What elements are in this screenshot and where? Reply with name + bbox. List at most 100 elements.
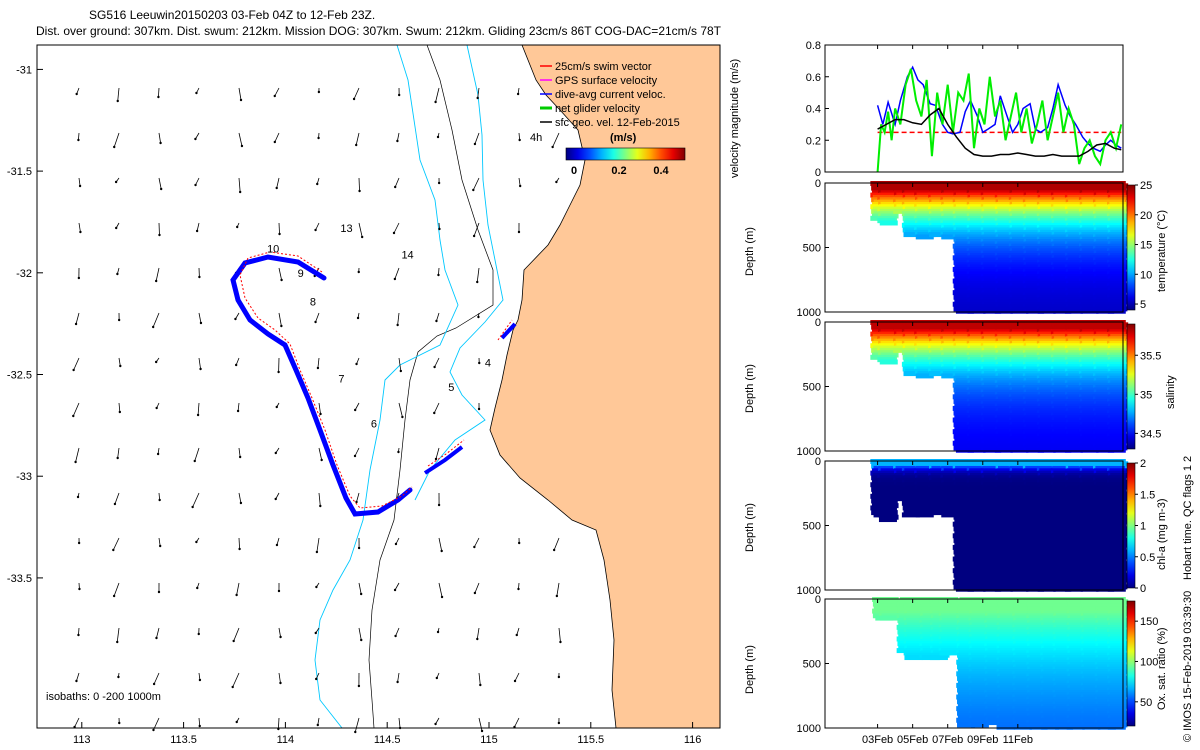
- velocity-arrow-head: [472, 188, 475, 192]
- velocity-arrow-head: [397, 93, 401, 97]
- section-panel-temperature: 0 500 1000 25 20 15 10 5: [797, 178, 1153, 319]
- velocity-arrow-head: [557, 721, 561, 725]
- velocity-arrow: [358, 627, 362, 641]
- velocity-arrow: [274, 87, 280, 97]
- velocity-arrow-head: [440, 549, 443, 553]
- day-label: 6: [371, 418, 377, 430]
- section-ytick-label: 1000: [797, 723, 821, 735]
- velocity-arrow-head: [199, 367, 202, 371]
- colorbar-tick-label: 10: [1140, 269, 1152, 281]
- map-velocity-colorbar: [565, 147, 686, 161]
- section-sample: [1064, 308, 1083, 314]
- velocity-arrow: [354, 717, 360, 733]
- velocity-arrow-head: [394, 542, 398, 546]
- svg-text:sfc geo. vel. 12-Feb-2015: sfc geo. vel. 12-Feb-2015: [555, 117, 680, 129]
- velocity-arrow-head: [277, 589, 281, 593]
- velocity-arrow-head: [195, 229, 199, 233]
- velocity-arrow: [158, 87, 160, 98]
- glider-track-nearshore: [500, 322, 517, 340]
- velocity-arrow-head: [434, 722, 437, 726]
- velocity-arrow-head: [551, 145, 554, 149]
- velocity-arrow-head: [433, 411, 436, 415]
- map-y-ticks: -31 -31.5 -32 -32.5 -33 -33.5: [7, 64, 43, 585]
- velocity-arrow-head: [393, 277, 397, 281]
- colorbar-tick-label: 0: [1140, 583, 1146, 595]
- velocity-arrow: [156, 627, 160, 639]
- section-sample: [878, 517, 897, 523]
- chl-cbar-label: chl-a (mg m-3): [1156, 498, 1168, 570]
- velocity-arrow-head: [314, 631, 317, 635]
- velocity-ytick-label: 0.2: [806, 135, 821, 147]
- colorbar-tick-label: 34.5: [1140, 428, 1161, 440]
- velocity-arrow-head: [436, 630, 440, 634]
- section-sample: [939, 650, 958, 656]
- map-y-tick-label: -33: [16, 471, 32, 483]
- velocity-arrow-head: [355, 362, 358, 366]
- section-sample: [1064, 586, 1083, 592]
- velocity-arrow-head: [194, 183, 197, 187]
- velocity-arrow: [472, 177, 480, 191]
- colorbar-tick-1: 0.2: [611, 165, 626, 177]
- section-colorbar: [1126, 462, 1136, 589]
- colorbar-unit: (m/s): [610, 132, 637, 144]
- colorbar-tick-label: 20: [1140, 210, 1152, 222]
- velocity-arrow-head: [438, 227, 441, 231]
- velocity-arrow-head: [473, 142, 477, 146]
- velocity-arrow: [158, 132, 161, 144]
- colorbar-tick-label: 35.5: [1140, 350, 1161, 362]
- velocity-arrow: [278, 222, 280, 235]
- section-sample: [879, 615, 898, 621]
- salinity-cbar-label: salinity: [1165, 375, 1177, 409]
- velocity-arrow: [278, 312, 282, 327]
- day-label: 14: [401, 250, 413, 262]
- svg-text:25cm/s swim vector: 25cm/s swim vector: [555, 61, 652, 73]
- velocity-arrow-head: [159, 187, 163, 191]
- velocity-arrow: [74, 717, 80, 728]
- velocity-arrow: [232, 672, 240, 688]
- colorbar-tick-label: 5: [1140, 299, 1146, 311]
- velocity-arrow-head: [434, 457, 438, 461]
- velocity-arrow-head: [118, 410, 122, 414]
- velocity-arrow-head: [353, 454, 357, 458]
- section-ytick-label: 500: [803, 382, 821, 394]
- velocity-arrow-head: [158, 544, 162, 548]
- chl-ylabel: Depth (m): [744, 503, 756, 552]
- colorbar-tick-label: 100: [1140, 656, 1158, 668]
- velocity-arrow-head: [518, 138, 521, 142]
- velocity-arrow: [477, 87, 480, 99]
- section-sample: [1041, 724, 1060, 730]
- velocity-arrow: [556, 582, 560, 597]
- day-label: 9: [298, 268, 304, 280]
- velocity-arrow-head: [114, 180, 118, 184]
- velocity-arrow-head: [152, 682, 156, 686]
- velocity-arrow-head: [238, 547, 241, 551]
- velocity-arrow-head: [437, 181, 441, 185]
- velocity-series-line: [876, 65, 1122, 153]
- velocity-arrow: [278, 627, 281, 638]
- section-sample: [1066, 724, 1085, 730]
- velocity-arrow-head: [473, 591, 477, 595]
- velocity-arrow-head: [112, 548, 115, 552]
- colorbar-tick-label: 15: [1140, 240, 1152, 252]
- velocity-arrow: [438, 537, 443, 552]
- velocity-arrow: [398, 717, 401, 729]
- velocity-arrow: [152, 312, 160, 328]
- velocity-arrow-head: [77, 633, 80, 637]
- velocity-arrow-head: [399, 369, 403, 373]
- section-sample: [1053, 308, 1072, 314]
- velocity-arrow-head: [234, 317, 237, 321]
- section-sample: [879, 220, 898, 226]
- velocity-panel: 0 0.2 0.4 0.6 0.8: [806, 40, 1124, 179]
- velocity-arrow: [73, 357, 80, 371]
- velocity-arrow: [113, 582, 120, 597]
- section-panel-chl-a: 0 500 1000 2 1.5 1 0.5 0: [797, 456, 1156, 597]
- velocity-arrow: [278, 267, 282, 281]
- velocity-arrow: [553, 537, 560, 551]
- velocity-ytick-label: 0.8: [806, 40, 821, 52]
- glider-track-east: [423, 445, 464, 475]
- section-sample: [994, 308, 1013, 314]
- velocity-arrow-head: [235, 720, 238, 724]
- section-sample: [1026, 586, 1045, 592]
- velocity-arrow-head: [196, 413, 200, 417]
- section-ytick-label: 1000: [797, 307, 821, 319]
